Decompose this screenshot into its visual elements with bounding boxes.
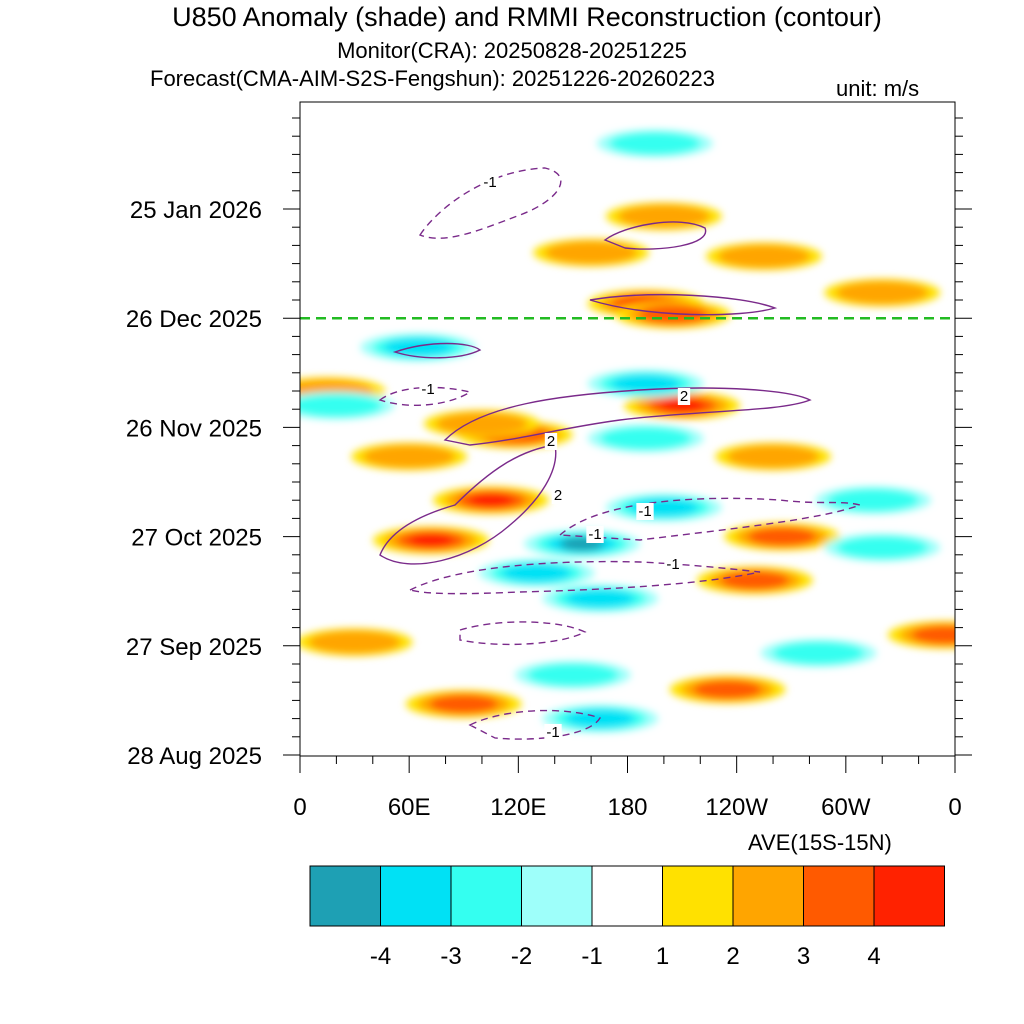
colorbar-swatch: [662, 865, 734, 927]
colorbar-swatch: [309, 865, 381, 927]
contour-negative: [378, 386, 472, 406]
colorbar-label: 3: [797, 943, 810, 970]
anomaly-cell: [308, 630, 401, 654]
anomaly-cell: [599, 426, 692, 450]
contour-label: 2: [554, 487, 562, 504]
x-tick-label: 60E: [388, 794, 431, 821]
x-tick-label: 180: [607, 794, 647, 821]
contour-labels: -1 -1 -1 -1 -1 -1 2 2 2: [419, 174, 691, 741]
contour-label: 2: [547, 433, 555, 450]
anomaly-field: [300, 129, 955, 733]
anomaly-cell: [363, 444, 456, 469]
anomaly-cell: [836, 535, 929, 560]
contour-label-bg: [419, 381, 437, 398]
contour-positive: [589, 294, 778, 316]
contour-positive: [443, 387, 812, 446]
y-tick-label: 27 Oct 2025: [131, 525, 262, 552]
contour-label-bg: [544, 433, 558, 450]
colorbar-swatch: [803, 865, 875, 927]
colorbar-swatch: [380, 865, 452, 927]
colorbar-label: 1: [656, 943, 669, 970]
contour-label: -1: [483, 174, 496, 191]
y-tick-label: 26 Nov 2025: [126, 415, 262, 442]
contour-label-bg: [544, 724, 562, 741]
y-tick-label: 28 Aug 2025: [127, 743, 262, 770]
contour-label-bg: [551, 487, 565, 504]
anomaly-cell: [720, 570, 789, 590]
colorbar-swatch: [591, 865, 663, 927]
contour-label: -1: [638, 503, 651, 520]
unit-label: unit: m/s: [836, 76, 920, 101]
colorbar-label: -3: [440, 943, 461, 970]
anomaly-cell: [660, 398, 705, 413]
colorbar-label: -2: [511, 943, 532, 970]
x-tick-label: 0: [948, 794, 961, 821]
contour-positive: [392, 342, 482, 359]
anomaly-cell: [911, 625, 955, 645]
anomaly-cell: [566, 589, 635, 608]
contour-label: -1: [588, 526, 601, 543]
anomaly-cell: [502, 563, 571, 583]
contour-label: 2: [680, 388, 688, 405]
x-axis: 0 60E 120E 180 120W 60W 0: [293, 756, 962, 821]
anomaly-cell: [827, 488, 920, 512]
anomaly-cell: [429, 694, 498, 714]
y-tick-label: 27 Sep 2025: [126, 634, 262, 661]
x-tick-label: 120W: [705, 794, 768, 821]
anomaly-cell: [300, 393, 383, 418]
anomaly-cell: [693, 680, 762, 699]
x-tick-label: 120E: [490, 794, 546, 821]
contour-negative: [418, 167, 562, 239]
colorbar-label: 4: [867, 943, 880, 970]
contour-label: -1: [666, 556, 679, 573]
contour-negative: [407, 560, 761, 595]
colorbar-swatch: [873, 865, 945, 927]
colorbar-label: 2: [726, 943, 739, 970]
y-tick-label: 26 Dec 2025: [126, 306, 262, 333]
colorbar-swatch: [450, 865, 522, 927]
average-label: AVE(15S-15N): [748, 830, 892, 855]
anomaly-cell: [526, 663, 619, 687]
anomaly-cell: [469, 493, 514, 508]
y-tick-label: 25 Jan 2026: [130, 197, 262, 224]
x-tick-label: 0: [293, 794, 306, 821]
contour-label-bg: [664, 556, 682, 573]
contour-label-bg: [636, 503, 654, 520]
anomaly-cell: [409, 533, 453, 548]
anomaly-cell: [717, 244, 810, 268]
contour-label-bg: [481, 174, 499, 191]
monitor-subtitle: Monitor(CRA): 20250828-20251225: [337, 38, 687, 63]
anomaly-cell: [545, 241, 638, 265]
anomaly-cell: [435, 412, 528, 436]
contour-label-bg: [586, 526, 604, 543]
contour-label: -1: [546, 724, 559, 741]
contour-label-bg: [677, 388, 691, 405]
colorbar-swatch: [521, 865, 593, 927]
anomaly-cell: [772, 641, 865, 665]
y-axis: 28 Aug 2025 27 Sep 2025 27 Oct 2025 26 Nov …: [126, 117, 972, 770]
forecast-subtitle: Forecast(CMA-AIM-S2S-Fengshun): 20251226…: [150, 66, 715, 91]
contour-positive: [603, 221, 707, 250]
colorbar: -4 -3 -2 -1 1 2 3 4: [309, 865, 945, 970]
contour-negative: [459, 621, 587, 646]
colorbar-label: -1: [581, 943, 602, 970]
colorbar-label: -4: [370, 943, 391, 970]
anomaly-cell: [748, 527, 817, 546]
x-tick-label: 60W: [821, 794, 871, 821]
anomaly-cell: [727, 444, 820, 469]
contour-label: -1: [421, 381, 434, 398]
contour-negative: [468, 709, 602, 740]
colorbar-swatch: [732, 865, 804, 927]
chart-title: U850 Anomaly (shade) and RMMI Reconstruc…: [172, 2, 882, 32]
anomaly-cell: [608, 131, 701, 156]
anomaly-cell: [836, 281, 929, 305]
anomaly-cell: [384, 337, 453, 357]
